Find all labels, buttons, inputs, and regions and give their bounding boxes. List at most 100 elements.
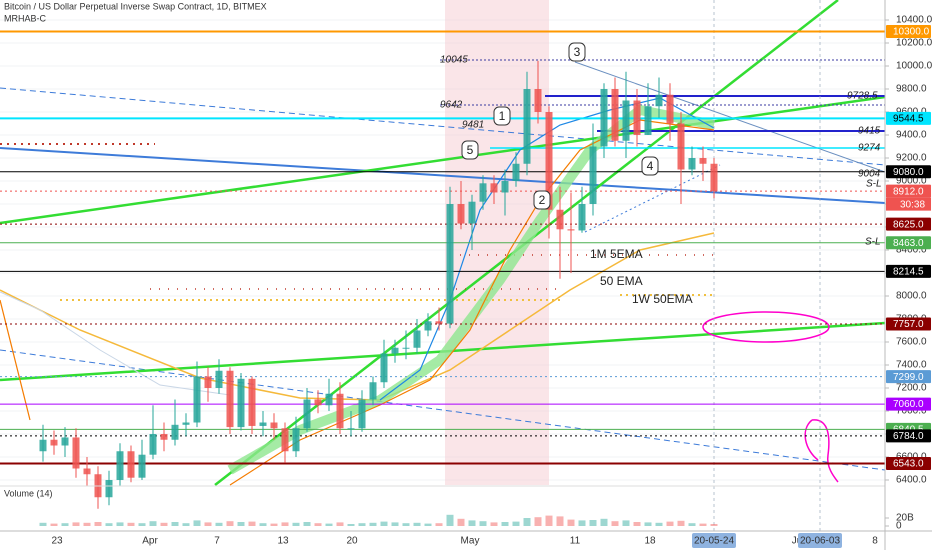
price-label-box (886, 236, 931, 250)
x-tick-label: 13 (277, 536, 289, 547)
y-tick-label: 10400.0 (896, 15, 932, 26)
volume-bar (72, 522, 80, 526)
volume-bar (204, 522, 212, 526)
volume-bar (479, 521, 487, 526)
x-tick-label: 8 (872, 536, 878, 547)
y-tick-label: 10000.0 (896, 61, 932, 72)
candle-body (39, 439, 47, 452)
volume-bar (655, 522, 663, 526)
volume-tick-label: 20B (896, 513, 914, 524)
candle-body (116, 451, 124, 480)
price-label: 8912.0 (893, 186, 924, 197)
volume-bar (567, 519, 575, 526)
candle-body (666, 94, 674, 124)
price-label: 9544.5 (893, 114, 924, 125)
annotation: 9415 (858, 126, 881, 137)
volume-bar (391, 522, 399, 526)
volume-bar (699, 523, 707, 526)
volume-bar (193, 520, 201, 526)
candles (39, 60, 718, 509)
grid: 10400.010200.010000.09800.09600.09400.09… (0, 15, 932, 486)
volume-title: Volume (14) (4, 488, 53, 498)
volume-bar (160, 522, 168, 526)
annotation: 50 EMA (600, 274, 643, 288)
x-tick-label: 7 (214, 536, 220, 547)
cursor-date: 20-05-24 (694, 536, 734, 547)
candle-body (479, 183, 487, 202)
wave-callout (533, 190, 551, 210)
volume-bar (369, 522, 377, 526)
x-tick-label: 23 (51, 536, 63, 547)
candle-body (446, 204, 454, 324)
candle-body (710, 163, 718, 192)
volume-bar (171, 522, 179, 526)
volume-bar (39, 522, 47, 526)
volume-bar (314, 523, 322, 526)
wave-callout (493, 106, 511, 126)
candle-body (193, 376, 201, 423)
y-tick-label: 9000.0 (896, 176, 927, 187)
price-label: 7757.0 (893, 319, 924, 330)
volume-bar (303, 522, 311, 526)
candle-body (50, 439, 58, 446)
y-tick-label: 8000.0 (896, 291, 927, 302)
price-label-box (886, 397, 931, 411)
volume-bar (457, 518, 465, 526)
wave-label: 3 (574, 45, 581, 59)
candle-body (226, 370, 234, 428)
candle-body (237, 378, 245, 428)
candle-body (545, 112, 553, 210)
candle-body (611, 89, 619, 141)
volume-bar (435, 523, 443, 526)
candle-body (358, 399, 366, 429)
candle-body (534, 89, 542, 112)
price-label: 6543.0 (893, 459, 924, 470)
price-label: 6784.0 (893, 431, 924, 442)
candle-body (523, 89, 531, 164)
volume-tick-label: 0 (896, 521, 902, 532)
annotation: 10045 (440, 55, 468, 66)
candle-body (644, 106, 652, 135)
volume-bar (149, 521, 157, 526)
ema (0, 291, 231, 396)
annotation: S-L (865, 237, 881, 248)
price-label: 8214.5 (893, 266, 924, 277)
wave-callout (568, 42, 586, 62)
x-tick-label: Ju (792, 536, 803, 547)
volume-bar (644, 522, 652, 526)
x-tick-label: Apr (142, 536, 158, 547)
candle-body (677, 123, 685, 170)
volume-bar (523, 518, 531, 526)
wave-callout (641, 156, 659, 176)
candle-body (501, 181, 509, 193)
y-tick-label: 9400.0 (896, 130, 927, 141)
candle-body (259, 422, 267, 426)
volume-bar (83, 522, 91, 526)
candle-body (270, 422, 278, 429)
price-label-box (886, 457, 931, 471)
candle-body (435, 321, 443, 324)
volume-bar (633, 522, 641, 526)
volume-bar (380, 521, 388, 526)
candle-body (655, 94, 663, 107)
ema (379, 97, 715, 401)
volume-bar (127, 522, 135, 526)
candle-body (303, 399, 311, 429)
candle-body (688, 158, 696, 170)
candle-body (171, 424, 179, 440)
volume-bar (600, 518, 608, 526)
ema (0, 299, 31, 421)
cursor-date: 20-06-03 (800, 536, 840, 547)
volume-bar (105, 523, 113, 526)
annotation: 1M 5EMA (590, 247, 643, 261)
levels (0, 30, 885, 465)
volume-bar (402, 523, 410, 526)
candle-body (72, 437, 80, 469)
chart-title: Bitcoin / US Dollar Perpetual Inverse Sw… (4, 1, 267, 11)
trend-line (574, 61, 886, 173)
x-tick-label: 11 (570, 536, 581, 547)
price-label-box (886, 429, 931, 443)
annotation: 9481 (462, 120, 484, 131)
candle-body (61, 437, 69, 446)
